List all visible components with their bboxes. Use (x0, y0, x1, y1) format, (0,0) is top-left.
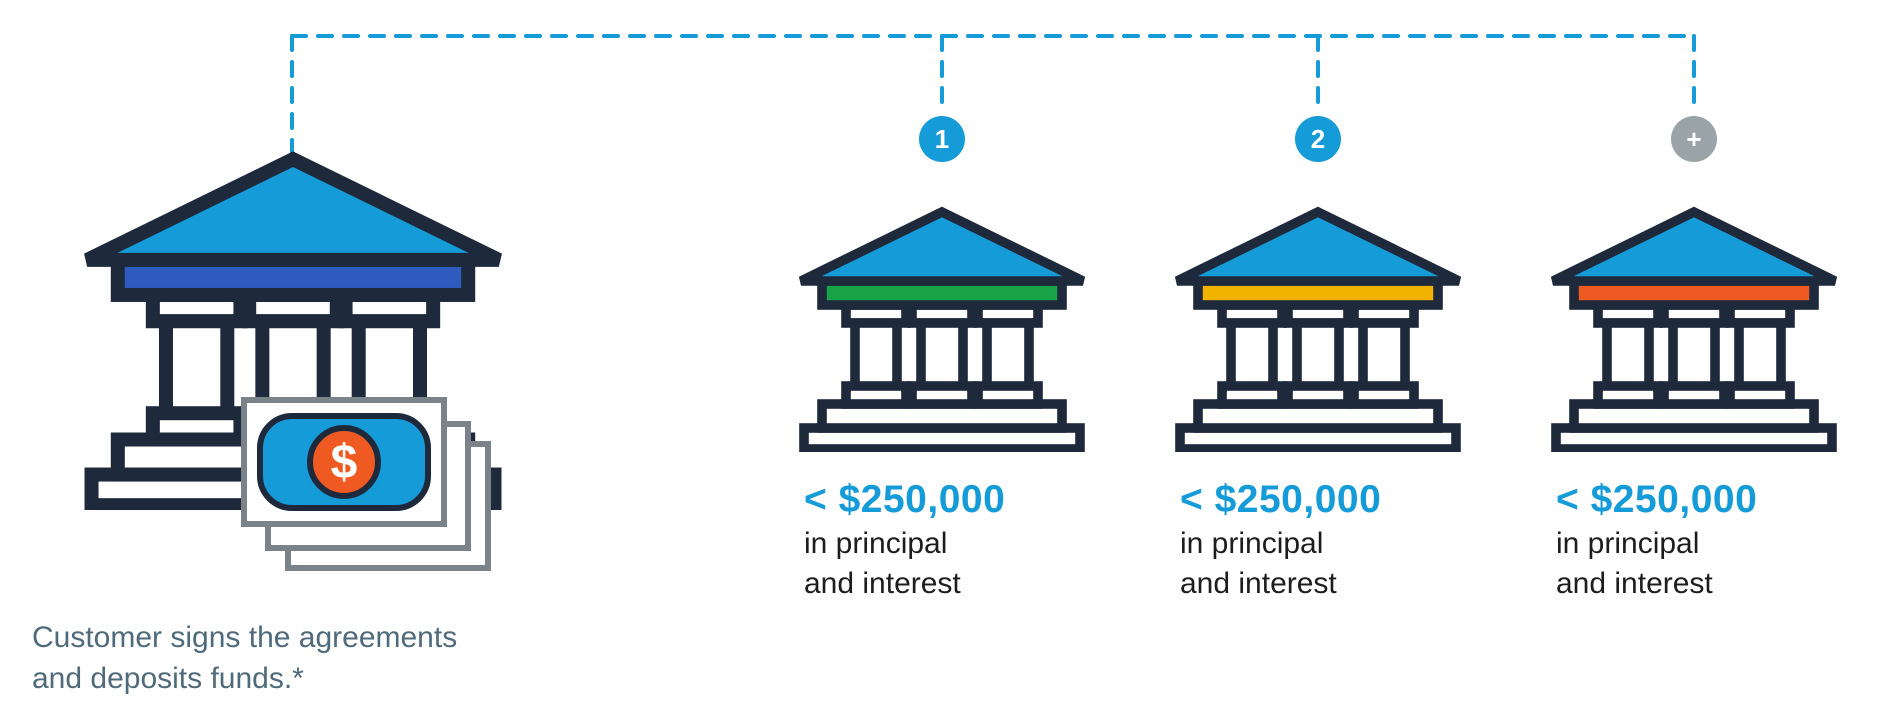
network-bank-icon (792, 206, 1092, 457)
badge-plus-icon: + (1671, 116, 1717, 162)
money-icon: $ (236, 388, 496, 588)
main-caption-line2: and deposits funds.* (32, 659, 552, 700)
bank-icon (792, 206, 1092, 452)
sub-line1: in principal (804, 526, 1104, 562)
main-caption: Customer signs the agreementsand deposit… (32, 618, 552, 699)
badge-2: 2 (1295, 116, 1341, 162)
network-bank-caption: < $250,000 in principal and interest (1180, 478, 1480, 602)
network-bank-icon (1168, 206, 1468, 457)
sub-line1: in principal (1180, 526, 1480, 562)
bank-icon (1168, 206, 1468, 452)
money-stack: $ (236, 388, 496, 593)
svg-text:$: $ (331, 436, 358, 489)
network-bank-2: 2 < $250,000in principaland interest (1168, 0, 1468, 600)
network-bank-icon (1544, 206, 1844, 457)
network-bank-3: + < $250,000in principaland interest (1544, 0, 1844, 600)
network-bank-1: 1 < $250,000in principaland interest (792, 0, 1092, 600)
bank-icon (1544, 206, 1844, 452)
badge-1: 1 (919, 116, 965, 162)
main-caption-line1: Customer signs the agreements (32, 618, 552, 659)
amount-label: < $250,000 (1180, 478, 1480, 522)
amount-label: < $250,000 (804, 478, 1104, 522)
network-bank-caption: < $250,000 in principal and interest (1556, 478, 1856, 602)
sub-line2: and interest (1556, 566, 1856, 602)
sub-line1: in principal (1556, 526, 1856, 562)
network-bank-caption: < $250,000 in principal and interest (804, 478, 1104, 602)
amount-label: < $250,000 (1556, 478, 1856, 522)
sub-line2: and interest (804, 566, 1104, 602)
sub-line2: and interest (1180, 566, 1480, 602)
